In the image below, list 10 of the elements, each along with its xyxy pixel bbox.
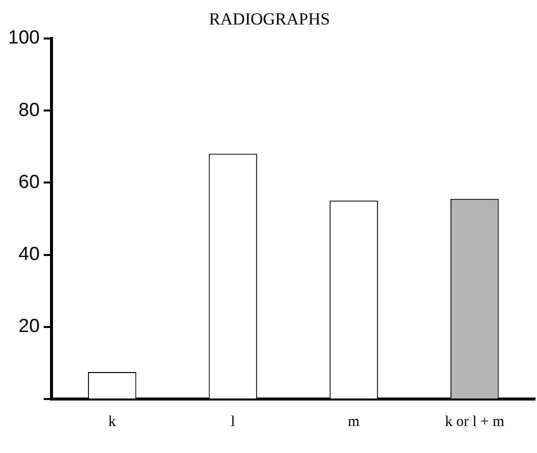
- x-tick-label: k or l + m: [444, 414, 505, 430]
- y-tick-label: 40: [18, 244, 40, 265]
- x-tick-label: k: [108, 414, 116, 430]
- y-tick-label: 60: [18, 172, 40, 193]
- y-tick-label: 20: [18, 316, 40, 338]
- chart-title: RADIOGRAPHS: [209, 10, 330, 29]
- x-tick-label: l: [230, 414, 236, 430]
- y-tick-label: 100: [8, 28, 40, 49]
- y-tick-label: 80: [18, 100, 40, 121]
- x-tick-label: m: [348, 414, 360, 430]
